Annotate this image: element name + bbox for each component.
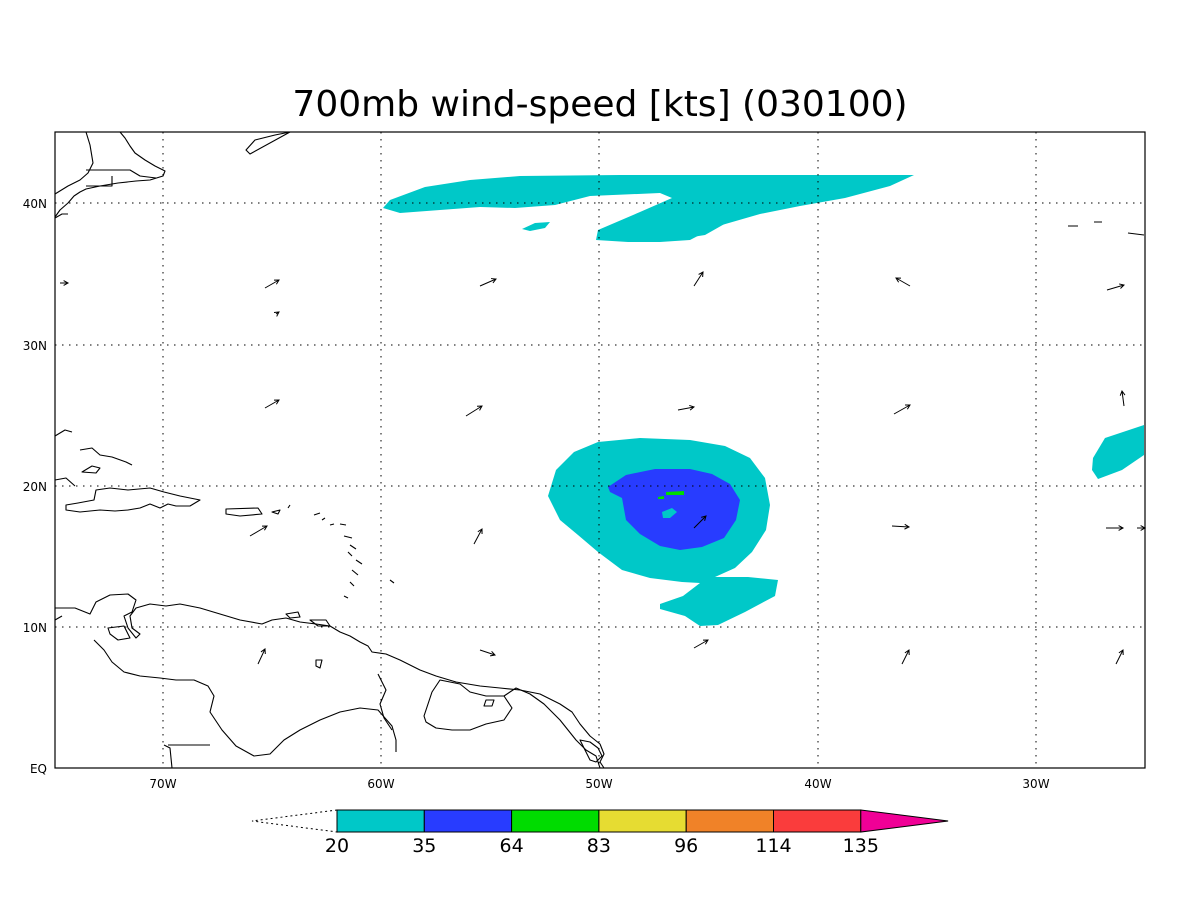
- colorbar-label: 135: [843, 835, 879, 857]
- wind-vector-arrow: [693, 639, 709, 649]
- y-tick-label: EQ: [30, 762, 47, 776]
- x-tick-label: 30W: [1022, 777, 1049, 791]
- wind-vector-arrow: [901, 649, 910, 665]
- wind-vector-arrow: [473, 528, 483, 545]
- x-tick-label: 40W: [804, 777, 831, 791]
- colorbar: 20 35 64 83 96 114 135: [251, 809, 949, 857]
- wind-vector-arrow: [693, 515, 707, 529]
- wind-vector-arrow: [1119, 389, 1126, 407]
- y-tick-label: 10N: [23, 621, 47, 635]
- colorbar-label: 114: [755, 835, 791, 857]
- x-tick-label: 70W: [149, 777, 176, 791]
- jet-streak-fragment: [522, 222, 550, 231]
- colorbar-label: 35: [412, 835, 436, 857]
- wind-vector-arrow: [1106, 525, 1125, 531]
- wind-vector-arrow: [693, 271, 704, 287]
- colorbar-swatch: [773, 809, 862, 833]
- colorbar-swatch: [598, 809, 687, 833]
- storm-eye: [662, 508, 677, 518]
- wind-vector-arrow: [1106, 283, 1126, 291]
- wind-vector-arrow: [273, 311, 280, 317]
- wind-vector-arrow: [677, 404, 696, 411]
- storm-inner-shading: [608, 469, 740, 550]
- x-tick-label: 60W: [367, 777, 394, 791]
- coastlines: [54, 131, 1145, 769]
- jet-streak-fragment: [686, 188, 800, 238]
- wind-speed-shading: [383, 175, 1144, 626]
- wind-vector-arrow: [257, 648, 266, 665]
- colorbar-low-triangle: [251, 809, 338, 833]
- wind-vector-arrow: [1115, 649, 1124, 665]
- wind-vector-arrow: [249, 525, 268, 537]
- wind-vector-arrow: [891, 523, 911, 530]
- colorbar-swatch: [860, 809, 949, 833]
- plot-frame: [54, 131, 1146, 769]
- colorbar-swatch: [336, 809, 425, 833]
- wind-vector-arrow: [895, 277, 911, 287]
- colorbar-swatch: [511, 809, 600, 833]
- map-title: 700mb wind-speed [kts] (030100): [292, 84, 907, 125]
- y-tick-label: 20N: [23, 480, 47, 494]
- colorbar-label: 83: [587, 835, 611, 857]
- east-edge-shading: [1092, 425, 1144, 479]
- wind-vector-arrow: [893, 404, 911, 415]
- storm-core-shading: [658, 496, 664, 499]
- x-axis-labels: 70W 60W 50W 40W 30W: [149, 777, 1049, 791]
- graticule: [55, 132, 1145, 768]
- x-tick-label: 50W: [585, 777, 612, 791]
- colorbar-label: 20: [325, 835, 349, 857]
- wind-vector-arrow: [264, 399, 280, 409]
- y-axis-labels: 40N 30N 20N 10N EQ: [23, 197, 47, 776]
- wind-vector-arrow: [479, 649, 496, 657]
- storm-core-shading: [666, 491, 684, 495]
- wind-vector-arrow: [479, 278, 497, 287]
- plot-area: [54, 131, 1147, 769]
- colorbar-label: 64: [500, 835, 524, 857]
- y-tick-label: 30N: [23, 339, 47, 353]
- colorbar-label: 96: [674, 835, 698, 857]
- colorbar-swatch: [423, 809, 513, 833]
- y-tick-label: 40N: [23, 197, 47, 211]
- colorbar-swatch: [685, 809, 775, 833]
- wind-vector-arrow: [264, 279, 280, 289]
- wind-vector-arrow: [60, 280, 70, 286]
- wind-vector-arrow: [465, 405, 483, 417]
